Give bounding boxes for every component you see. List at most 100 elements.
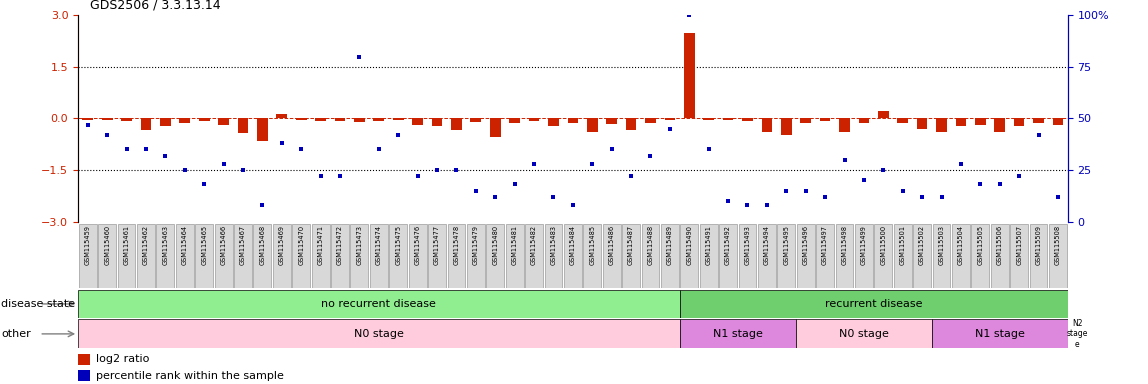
FancyBboxPatch shape: [855, 224, 872, 288]
Text: GSM115479: GSM115479: [473, 225, 479, 265]
Text: GSM115472: GSM115472: [338, 225, 343, 265]
Text: disease state: disease state: [1, 299, 76, 309]
Bar: [994, 119, 1004, 132]
Text: GSM115490: GSM115490: [687, 225, 692, 265]
FancyBboxPatch shape: [448, 224, 465, 288]
Text: GSM115466: GSM115466: [220, 225, 226, 265]
Bar: [742, 119, 753, 121]
FancyBboxPatch shape: [137, 224, 155, 288]
FancyBboxPatch shape: [311, 224, 329, 288]
FancyBboxPatch shape: [932, 224, 951, 288]
Text: GSM115467: GSM115467: [240, 225, 246, 265]
FancyBboxPatch shape: [234, 224, 251, 288]
Text: GSM115460: GSM115460: [104, 225, 110, 265]
Text: GSM115459: GSM115459: [85, 225, 91, 265]
Text: GSM115485: GSM115485: [589, 225, 596, 265]
FancyBboxPatch shape: [952, 224, 970, 288]
Text: GSM115489: GSM115489: [667, 225, 673, 265]
Bar: [78, 354, 90, 365]
Text: N0 stage: N0 stage: [839, 329, 889, 339]
Text: GSM115469: GSM115469: [279, 225, 285, 265]
Text: GSM115475: GSM115475: [395, 225, 401, 265]
FancyBboxPatch shape: [99, 224, 116, 288]
Bar: [1053, 119, 1063, 125]
Text: GSM115474: GSM115474: [375, 225, 382, 265]
Bar: [451, 119, 461, 131]
FancyBboxPatch shape: [370, 224, 388, 288]
Bar: [567, 119, 579, 122]
Bar: [257, 119, 267, 141]
Bar: [199, 119, 210, 121]
FancyBboxPatch shape: [971, 224, 990, 288]
Text: GSM115462: GSM115462: [144, 225, 149, 265]
Bar: [277, 114, 287, 119]
Bar: [412, 119, 422, 125]
Text: GSM115478: GSM115478: [453, 225, 459, 265]
Text: GSM115501: GSM115501: [900, 225, 906, 265]
Text: percentile rank within the sample: percentile rank within the sample: [95, 371, 284, 381]
FancyBboxPatch shape: [544, 224, 563, 288]
Bar: [354, 119, 365, 122]
Bar: [878, 111, 889, 119]
FancyBboxPatch shape: [467, 224, 484, 288]
FancyBboxPatch shape: [1049, 224, 1066, 288]
Text: GSM115492: GSM115492: [726, 225, 731, 265]
Bar: [898, 119, 908, 122]
FancyBboxPatch shape: [195, 224, 214, 288]
Bar: [160, 119, 171, 126]
FancyBboxPatch shape: [642, 224, 659, 288]
FancyBboxPatch shape: [700, 224, 718, 288]
FancyBboxPatch shape: [506, 224, 523, 288]
Text: GSM115488: GSM115488: [647, 225, 653, 265]
Text: GSM115465: GSM115465: [201, 225, 207, 265]
Text: recurrent disease: recurrent disease: [825, 299, 922, 309]
Text: GSM115463: GSM115463: [162, 225, 169, 265]
Bar: [83, 119, 93, 120]
Text: GSM115487: GSM115487: [628, 225, 634, 265]
FancyBboxPatch shape: [254, 224, 271, 288]
FancyBboxPatch shape: [156, 224, 174, 288]
Text: GSM115509: GSM115509: [1035, 225, 1041, 265]
Bar: [723, 119, 734, 120]
Bar: [102, 119, 113, 120]
Text: N2
stage
e: N2 stage e: [1066, 319, 1088, 349]
FancyBboxPatch shape: [836, 224, 853, 288]
Bar: [800, 119, 810, 122]
Bar: [680, 319, 796, 348]
Text: GSM115499: GSM115499: [861, 225, 867, 265]
FancyBboxPatch shape: [409, 224, 427, 288]
FancyBboxPatch shape: [797, 224, 815, 288]
FancyBboxPatch shape: [777, 224, 796, 288]
Text: GSM115504: GSM115504: [957, 225, 964, 265]
Bar: [781, 119, 792, 135]
Text: GSM115502: GSM115502: [920, 225, 925, 265]
Text: GSM115507: GSM115507: [1016, 225, 1022, 265]
Text: GSM115482: GSM115482: [532, 225, 537, 265]
Text: GSM115493: GSM115493: [745, 225, 751, 265]
Text: GSM115503: GSM115503: [939, 225, 945, 265]
FancyBboxPatch shape: [719, 224, 737, 288]
Bar: [917, 119, 928, 129]
Text: GSM115481: GSM115481: [512, 225, 518, 265]
FancyBboxPatch shape: [215, 224, 233, 288]
Bar: [839, 119, 850, 132]
Text: N1 stage: N1 stage: [713, 329, 762, 339]
Text: GSM115505: GSM115505: [977, 225, 984, 265]
Bar: [529, 119, 540, 121]
Text: GSM115500: GSM115500: [881, 225, 886, 265]
Bar: [179, 119, 191, 122]
Bar: [606, 119, 616, 124]
Bar: [510, 119, 520, 122]
Text: GDS2506 / 3.3.13.14: GDS2506 / 3.3.13.14: [90, 0, 220, 12]
FancyBboxPatch shape: [1010, 224, 1029, 288]
FancyBboxPatch shape: [273, 224, 290, 288]
Bar: [820, 119, 830, 121]
Text: GSM115461: GSM115461: [124, 225, 130, 265]
Bar: [680, 290, 1068, 318]
Bar: [626, 119, 636, 131]
Text: GSM115473: GSM115473: [356, 225, 363, 265]
Bar: [238, 119, 248, 133]
Bar: [373, 119, 385, 121]
Bar: [645, 119, 656, 122]
Text: GSM115470: GSM115470: [298, 225, 304, 265]
